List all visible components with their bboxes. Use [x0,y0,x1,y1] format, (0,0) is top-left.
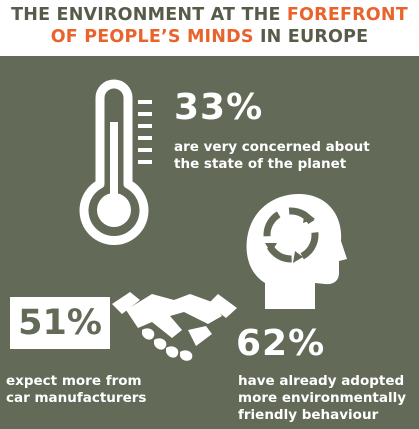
handshake-icon [112,292,237,361]
stat-62-value: 62% [236,323,326,364]
stat-33-text-line-1: are very concerned about [174,139,370,155]
stat-62-text-line-1: have already adopted [238,373,405,389]
head-recycle-icon [246,193,347,309]
title-line-1-accent: FOREFRONT [286,5,408,25]
stat-33-text-line-2: the state of the planet [174,156,347,172]
title-line-1: THE ENVIRONMENT AT THE FOREFRONT [0,0,419,26]
stat-62-text-line-3: friendly behaviour [238,407,379,423]
thermometer-icon [79,79,152,245]
stat-62-text-line-2: more environmentally [238,390,407,406]
stat-51-text-line-2: car manufacturers [6,390,147,406]
stat-51-box: 51% [10,297,110,349]
infographic-panel: 33% are very concerned about the state o… [0,56,419,429]
title-line-2: OF PEOPLE’S MINDS IN EUROPE [0,26,419,48]
title-line-2-accent: OF PEOPLE’S MINDS [50,27,254,47]
title-line-2-suffix: IN EUROPE [253,27,369,47]
header: THE ENVIRONMENT AT THE FOREFRONT OF PEOP… [0,0,419,56]
stat-33-value: 33% [174,87,264,128]
stat-51-text-line-1: expect more from [6,373,142,389]
stat-51-value: 51% [18,303,102,343]
title-line-1-prefix: THE ENVIRONMENT AT THE [11,5,287,25]
